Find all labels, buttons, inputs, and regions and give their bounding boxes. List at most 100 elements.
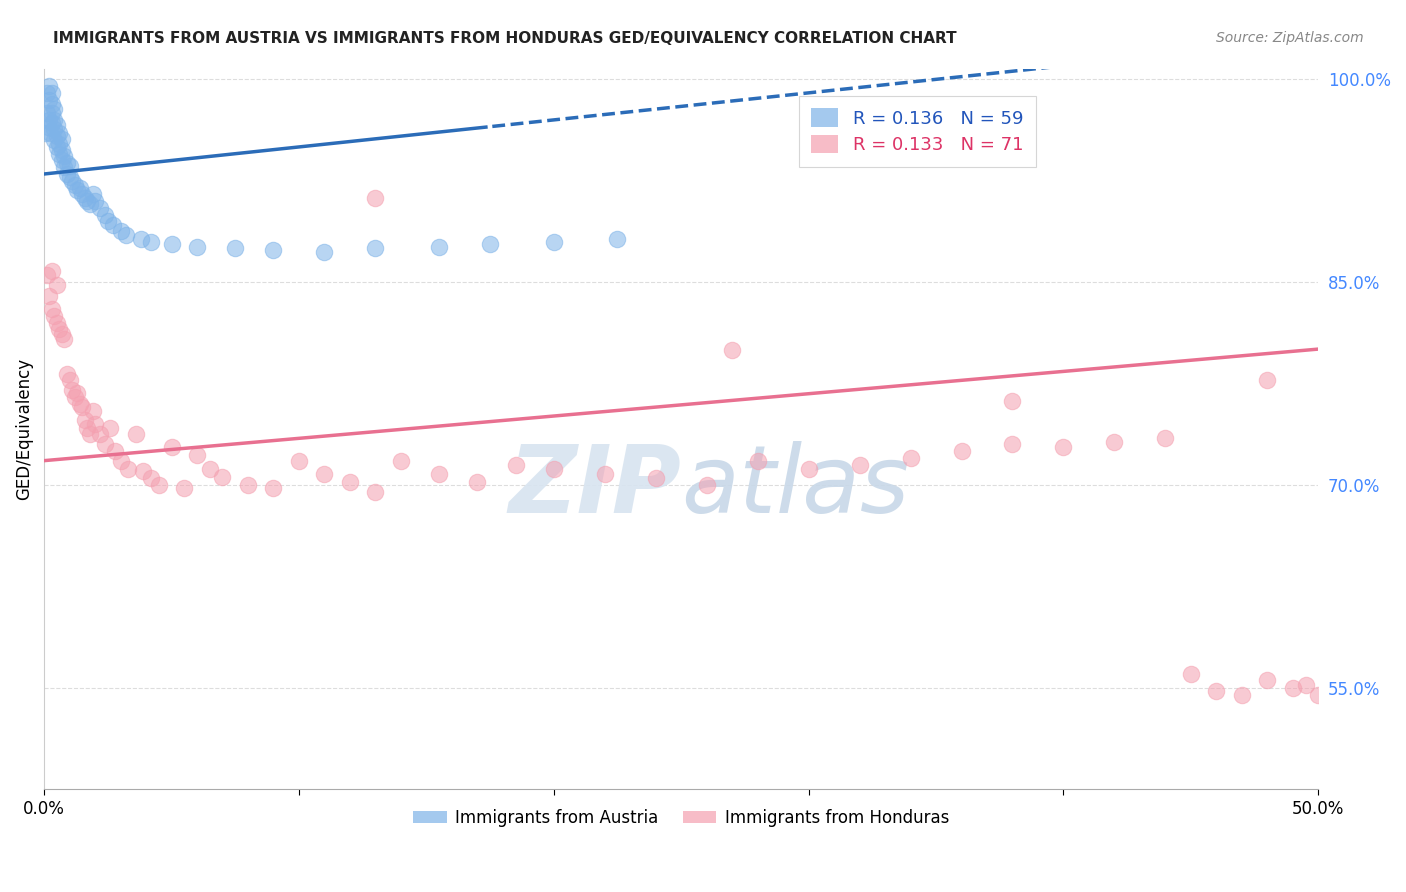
Point (505, 458, 527, 472)
Point (84, 417, 107, 431)
Point (39, 127, 62, 141)
Point (53, 149, 76, 163)
Point (76, 194, 98, 208)
Point (45, 129, 67, 144)
Text: IMMIGRANTS FROM AUSTRIA VS IMMIGRANTS FROM HONDURAS GED/EQUIVALENCY CORRELATION : IMMIGRANTS FROM AUSTRIA VS IMMIGRANTS FR… (53, 31, 957, 46)
Point (224, 241, 246, 255)
Point (44, 102, 66, 116)
Point (186, 448, 208, 462)
Point (66, 183, 89, 197)
Point (110, 453, 132, 467)
Point (186, 240, 208, 254)
Point (160, 237, 183, 252)
Point (236, 478, 259, 492)
Point (211, 470, 233, 484)
Point (44, 133, 66, 147)
Point (696, 478, 718, 492)
Point (132, 465, 155, 479)
Point (148, 478, 170, 492)
Point (97, 214, 120, 228)
Point (45, 140, 67, 154)
Point (63, 178, 86, 192)
Point (339, 475, 361, 490)
Point (848, 458, 870, 472)
Point (56, 167, 79, 181)
Point (1052, 440, 1074, 454)
Point (51, 153, 73, 168)
Point (721, 343, 744, 357)
Point (364, 484, 387, 499)
Point (41, 302, 63, 317)
Point (364, 241, 387, 255)
Point (44, 112, 66, 127)
Y-axis label: GED/Equivalency: GED/Equivalency (15, 358, 32, 500)
Point (35, 268, 58, 283)
Point (44, 309, 66, 323)
Point (465, 475, 488, 490)
Point (38, 79, 60, 94)
Point (160, 440, 183, 454)
Point (48, 146, 70, 161)
Point (1308, 688, 1330, 702)
Point (110, 224, 132, 238)
Point (41, 115, 63, 129)
Point (427, 467, 450, 482)
Point (35, 106, 58, 120)
Point (389, 453, 412, 467)
Point (606, 232, 628, 246)
Point (139, 235, 162, 249)
Point (72, 400, 94, 414)
Point (1256, 673, 1278, 687)
Point (35, 86, 58, 100)
Point (1256, 372, 1278, 386)
Point (79, 426, 101, 441)
Point (314, 467, 336, 482)
Point (34, 127, 56, 141)
Point (38, 112, 60, 127)
Text: ZIP: ZIP (509, 441, 681, 533)
Point (79, 196, 101, 211)
Point (58, 372, 80, 386)
Point (314, 245, 336, 260)
Point (94, 437, 117, 451)
Point (69, 180, 91, 194)
Point (51, 132, 73, 146)
Point (262, 243, 284, 257)
Point (479, 237, 502, 252)
Point (98, 421, 121, 435)
Point (900, 450, 922, 465)
Point (101, 219, 124, 233)
Point (262, 481, 284, 495)
Point (58, 169, 80, 184)
Point (104, 444, 127, 458)
Point (72, 187, 94, 202)
Point (69, 397, 91, 411)
Point (198, 462, 221, 476)
Point (1154, 431, 1177, 445)
Point (60, 384, 83, 398)
Point (41, 96, 63, 111)
Point (60, 174, 83, 188)
Point (51, 326, 73, 341)
Point (173, 481, 195, 495)
Point (45, 118, 67, 132)
Point (644, 471, 666, 485)
Point (82, 403, 104, 417)
Point (58, 159, 80, 173)
Point (41, 86, 63, 100)
Point (427, 240, 450, 254)
Point (94, 208, 117, 222)
Point (82, 187, 104, 202)
Point (56, 367, 79, 381)
Point (53, 332, 76, 346)
Point (48, 322, 70, 336)
Point (41, 106, 63, 120)
Point (53, 160, 76, 174)
Point (84, 194, 107, 208)
Point (543, 462, 565, 476)
Point (1205, 683, 1227, 698)
Point (1001, 394, 1024, 409)
Point (543, 235, 565, 249)
Point (1281, 681, 1303, 695)
Point (288, 453, 311, 467)
